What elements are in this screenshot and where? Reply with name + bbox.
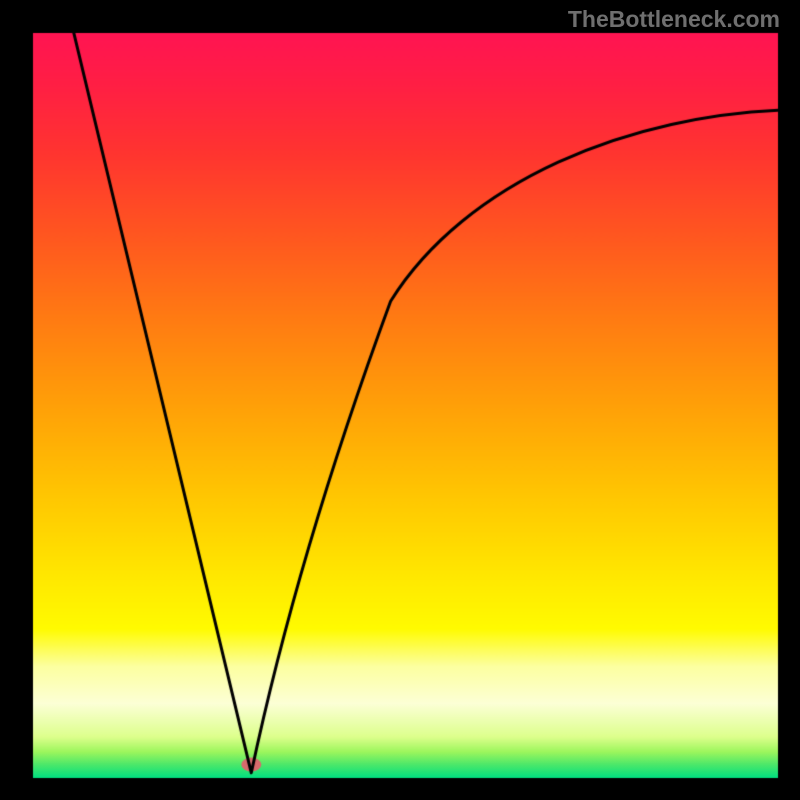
bottleneck-curve-chart [0,0,800,800]
watermark-text: TheBottleneck.com [568,6,780,33]
chart-stage: TheBottleneck.com [0,0,800,800]
